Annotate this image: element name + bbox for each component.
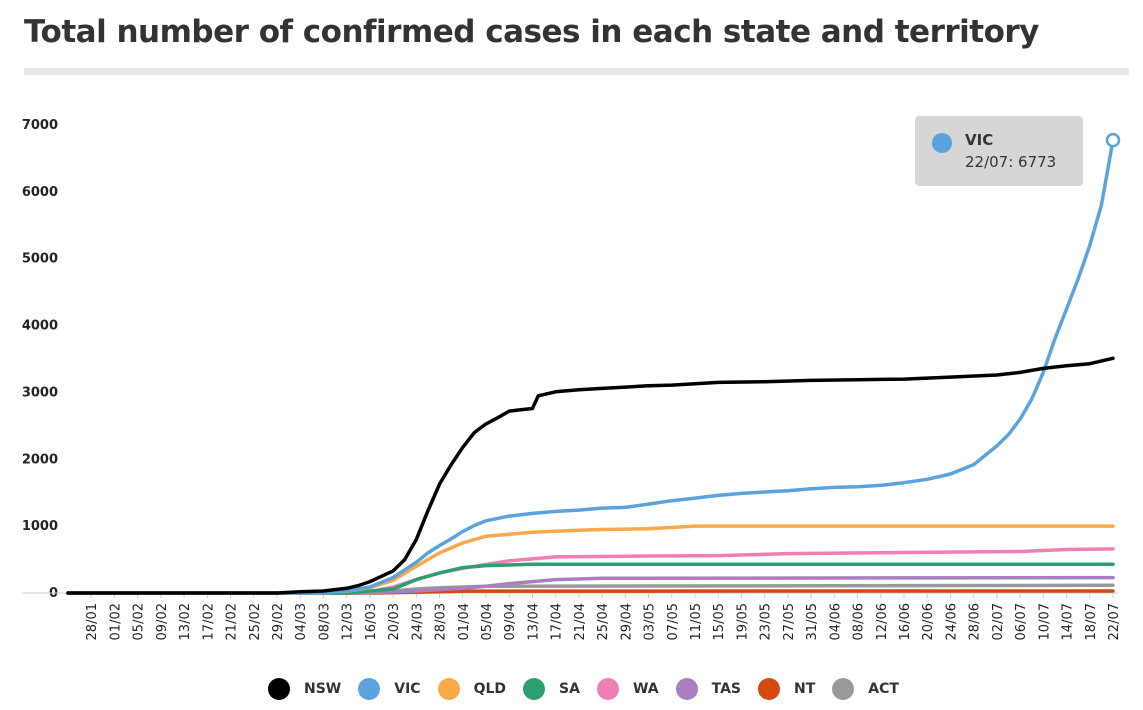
- legend-label: QLD: [473, 681, 507, 697]
- legend: NSW VIC QLD SA WA TAS NT ACT: [268, 676, 916, 702]
- series-lines: [66, 138, 1115, 595]
- legend-item-vic[interactable]: VIC: [358, 678, 421, 700]
- tooltip-series-name: VIC: [965, 131, 994, 149]
- legend-item-qld[interactable]: QLD: [437, 678, 507, 700]
- legend-label: NT: [794, 681, 816, 697]
- y-tick-label: 2000: [22, 452, 58, 467]
- x-tick-label: 24/06: [944, 603, 959, 640]
- x-tick-label: 20/06: [921, 603, 936, 640]
- title-divider: [24, 68, 1129, 75]
- y-tick-label: 4000: [22, 319, 58, 334]
- legend-swatch: [437, 678, 460, 700]
- y-tick-label: 1000: [22, 519, 58, 534]
- x-tick-label: 21/04: [573, 603, 588, 640]
- legend-label: WA: [632, 681, 659, 697]
- legend-label: VIC: [394, 681, 421, 697]
- x-tick-label: 28/01: [85, 603, 100, 640]
- legend-item-nsw[interactable]: NSW: [268, 678, 341, 700]
- legend-item-sa[interactable]: SA: [523, 678, 580, 700]
- legend-swatch: [758, 678, 780, 700]
- x-tick-label: 17/04: [550, 603, 565, 640]
- x-axis: 28/01 01/02 05/02 09/02 13/02 17/02 21/02 25/02…: [85, 593, 1122, 640]
- legend-item-tas[interactable]: TAS: [675, 678, 741, 700]
- legend-swatch: [358, 678, 381, 700]
- series-line-vic[interactable]: [66, 138, 1115, 595]
- x-tick-label: 15/05: [712, 603, 727, 640]
- x-tick-label: 07/05: [666, 603, 681, 640]
- x-tick-label: 21/02: [225, 603, 240, 640]
- series-line-qld[interactable]: [66, 524, 1115, 595]
- x-tick-label: 25/02: [248, 603, 263, 640]
- x-tick-label: 25/04: [596, 603, 611, 640]
- x-tick-label: 14/07: [1061, 603, 1076, 640]
- y-tick-label: 3000: [22, 385, 58, 400]
- x-tick-label: 28/06: [968, 603, 983, 640]
- tooltip-series-dot: [932, 133, 952, 153]
- x-tick-label: 31/05: [805, 603, 820, 640]
- x-tick-label: 01/04: [457, 603, 472, 640]
- x-tick-label: 02/07: [991, 603, 1006, 640]
- x-tick-label: 06/07: [1014, 603, 1029, 640]
- x-tick-label: 22/07: [1107, 603, 1122, 640]
- x-tick-label: 23/05: [759, 603, 774, 640]
- legend-swatch: [523, 678, 546, 700]
- legend-swatch: [675, 678, 698, 700]
- x-tick-label: 16/03: [364, 603, 379, 640]
- y-tick-label: 6000: [22, 185, 58, 200]
- x-tick-label: 03/05: [643, 603, 658, 640]
- legend-item-nt[interactable]: NT: [758, 678, 815, 700]
- series-line-sa[interactable]: [66, 562, 1115, 595]
- legend-label: TAS: [711, 681, 741, 697]
- x-tick-label: 12/03: [341, 603, 356, 640]
- x-tick-label: 09/02: [155, 603, 170, 640]
- x-tick-label: 05/02: [132, 603, 147, 640]
- x-tick-label: 16/06: [898, 603, 913, 640]
- x-tick-label: 11/05: [689, 603, 704, 640]
- tooltip-value: 22/07: 6773: [965, 153, 1057, 171]
- x-tick-label: 29/04: [619, 603, 634, 640]
- x-tick-label: 13/02: [178, 603, 193, 640]
- chart-title: Total number of confirmed cases in each …: [24, 14, 1039, 50]
- x-tick-label: 17/02: [201, 603, 216, 640]
- x-tick-label: 05/04: [480, 603, 495, 640]
- legend-swatch: [832, 678, 855, 700]
- x-tick-label: 27/05: [782, 603, 797, 640]
- x-tick-label: 08/03: [317, 603, 332, 640]
- legend-label: SA: [559, 681, 580, 697]
- legend-label: ACT: [868, 681, 899, 697]
- x-tick-label: 19/05: [735, 603, 750, 640]
- x-tick-label: 08/06: [852, 603, 867, 640]
- x-tick-label: 09/04: [503, 603, 518, 640]
- legend-item-wa[interactable]: WA: [596, 678, 659, 700]
- x-tick-label: 24/03: [410, 603, 425, 640]
- legend-item-act[interactable]: ACT: [832, 678, 899, 700]
- x-tick-label: 29/02: [271, 603, 286, 640]
- y-tick-label: 5000: [22, 252, 58, 267]
- x-tick-label: 04/03: [294, 603, 309, 640]
- x-tick-label: 28/03: [434, 603, 449, 640]
- x-tick-label: 12/06: [875, 603, 890, 640]
- series-line-nsw[interactable]: [66, 356, 1115, 595]
- legend-label: NSW: [304, 681, 342, 697]
- x-tick-label: 13/04: [526, 603, 541, 640]
- x-tick-label: 20/03: [387, 603, 402, 640]
- x-tick-label: 01/02: [108, 603, 123, 640]
- y-tick-label: 7000: [22, 118, 58, 133]
- x-tick-label: 10/07: [1037, 603, 1052, 640]
- x-tick-label: 18/07: [1084, 603, 1099, 640]
- hover-point-marker[interactable]: [1105, 132, 1121, 148]
- legend-swatch: [268, 678, 290, 700]
- series-line-tas[interactable]: [66, 575, 1115, 595]
- x-tick-label: 04/06: [828, 603, 843, 640]
- tooltip: VIC 22/07: 6773: [915, 116, 1083, 186]
- legend-swatch: [596, 678, 619, 700]
